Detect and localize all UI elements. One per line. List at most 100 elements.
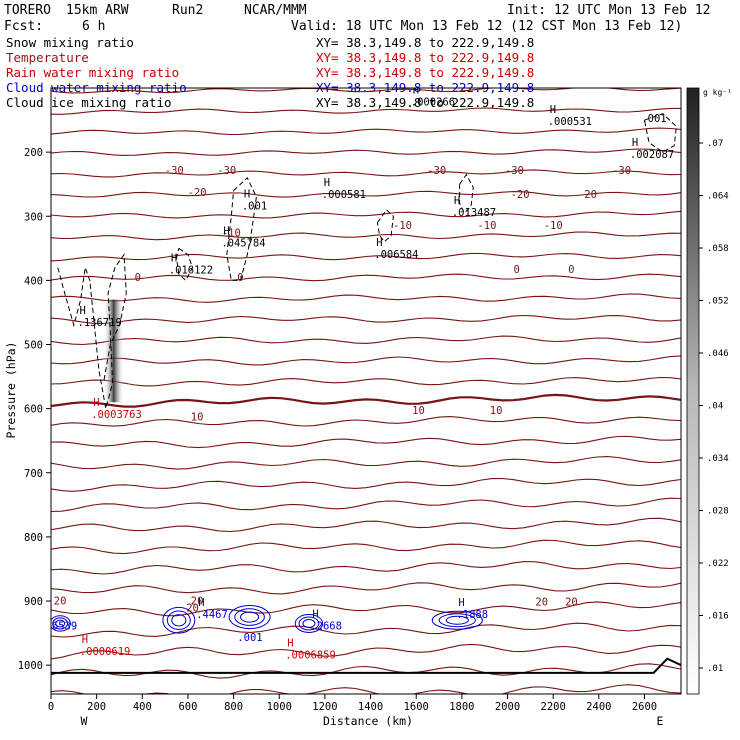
isotherm-line <box>51 314 681 324</box>
isotherm-line <box>51 477 681 492</box>
colorbar-tick-label: .07 <box>707 139 723 149</box>
cloud-water-contour <box>294 613 324 633</box>
isotherm-label: -30 <box>505 165 524 177</box>
extremum-marker: H <box>287 637 293 649</box>
isotherm-label: 0 <box>135 272 141 284</box>
isotherm-label: 0 <box>568 264 574 276</box>
y-tick-label: 800 <box>24 532 43 544</box>
field-cloudice-xy: XY= 38.3,149.8 to 222.9,149.8 <box>316 95 534 110</box>
isotherm-line <box>51 539 681 555</box>
x-tick-label: 2000 <box>495 701 520 713</box>
extremum-value: .045784 <box>221 238 265 250</box>
extremum-marker: H <box>223 226 229 238</box>
extremum-value: .001 <box>237 632 262 644</box>
colorbar-tick-label: .022 <box>707 559 729 569</box>
x-tick-label: 600 <box>178 701 197 713</box>
extremum-value: .2668 <box>310 620 342 632</box>
colorbar-tick-label: .052 <box>707 297 729 307</box>
extremum-marker: H <box>171 253 177 265</box>
valid-time: Valid: 18 UTC Mon 13 Feb 12 (12 CST Mon … <box>291 19 682 34</box>
isotherm-line <box>51 293 681 303</box>
isotherm-label: 20 <box>535 597 548 609</box>
cloud-water-contour <box>438 613 476 628</box>
extremum-value: .0006859 <box>285 649 336 661</box>
cloud-water-contour <box>52 617 69 630</box>
isotherm-line <box>51 497 681 513</box>
fcst-value: 6 h <box>82 19 105 34</box>
extremum-marker: H <box>376 237 382 249</box>
isotherm-line <box>51 517 681 533</box>
isotherm-line <box>51 231 681 241</box>
extremum-marker: H <box>458 597 464 609</box>
colorbar-ramp <box>686 87 700 695</box>
terrain-line <box>51 657 681 674</box>
cloud-water-contour <box>240 611 260 623</box>
extremum-value: .001 <box>641 113 666 125</box>
isotherm-line <box>51 127 681 136</box>
isotherm-label: 20 <box>191 595 204 607</box>
isotherm-line <box>51 643 681 660</box>
colorbar-tick-label: .058 <box>707 244 729 254</box>
isotherm-label: -10 <box>477 220 496 232</box>
isotherm-line <box>51 456 681 470</box>
isotherm-label: -30 <box>612 165 631 177</box>
extremum-value: .000266 <box>411 97 455 109</box>
isotherm-label: 20 <box>565 597 578 609</box>
cloud-water-contour <box>302 619 316 628</box>
colorbar-tick-label: .01 <box>707 664 723 674</box>
isotherm-line <box>51 622 681 638</box>
isotherm-label: 10 <box>412 405 425 417</box>
cloud-ice-contour <box>644 113 677 153</box>
isotherm-line <box>51 148 681 156</box>
x-tick-label: 1400 <box>358 701 383 713</box>
extremum-value: .4467 <box>196 609 228 621</box>
x-tick-label: 200 <box>87 701 106 713</box>
extremum-marker: H <box>82 634 88 646</box>
isotherm-label: 0 <box>237 272 243 284</box>
extremum-value: .016122 <box>169 265 213 277</box>
extremum-value: .0003763 <box>91 409 142 421</box>
y-tick-label: 300 <box>24 211 43 223</box>
isotherm-label: -30 <box>165 165 184 177</box>
isotherm-label: 20 <box>186 602 199 614</box>
extremum-marker: H <box>80 305 86 317</box>
field-cloudice-name: Cloud ice mixing ratio <box>6 95 172 110</box>
isotherm-line <box>51 376 681 387</box>
isotherm-label: -10 <box>544 220 563 232</box>
cloud-water-contour <box>51 615 71 632</box>
plot-frame <box>50 87 682 695</box>
plot-area: -30 -30 -30 -30 -30-20 -20 -20-10 -10 -10-100 00 0… <box>4 85 682 728</box>
colorbar-tick-label: .064 <box>707 192 729 202</box>
isotherm-line <box>51 88 681 94</box>
colorbar: .07 .064 .058 .052 .046 .04 .034 .028 .022 .016 .0… <box>686 87 732 695</box>
x-tick-label: 2600 <box>632 701 657 713</box>
extremum-value: .006584 <box>374 249 418 261</box>
extremum-marker: H <box>550 104 556 116</box>
isotherm-line <box>51 335 681 346</box>
cloud-ice-contour <box>226 176 257 281</box>
cloud-water-contour <box>166 610 191 630</box>
y-axis-label: Pressure (hPa) <box>4 342 18 439</box>
extremum-marker: H <box>413 85 419 97</box>
cloud-water-contour <box>234 608 265 626</box>
isotherm-label: -10 <box>393 220 412 232</box>
x-tick-label: 1000 <box>267 701 292 713</box>
isotherm-line <box>51 210 681 219</box>
cloud-water-contour <box>445 615 469 625</box>
cloud-water-contour <box>55 619 66 628</box>
extremum-value: .000581 <box>322 189 366 201</box>
isotherm-label: -20 <box>511 189 530 201</box>
cloud-ice-contour <box>57 253 127 409</box>
extremum-marker: H <box>312 608 318 620</box>
isotherm-line <box>51 273 681 282</box>
isotherm-line <box>51 561 681 575</box>
isotherm-line <box>51 663 681 679</box>
x-tick-label: 2200 <box>541 701 566 713</box>
run-name: Run2 <box>172 3 203 18</box>
x-axis-label: Distance (km) <box>323 714 413 728</box>
isotherm-label: 10 <box>191 411 204 423</box>
extremum-marker: H <box>93 397 99 409</box>
isotherm-line <box>51 252 681 262</box>
extremum-value: .013487 <box>452 207 496 219</box>
extremum-marker: H <box>454 195 460 207</box>
